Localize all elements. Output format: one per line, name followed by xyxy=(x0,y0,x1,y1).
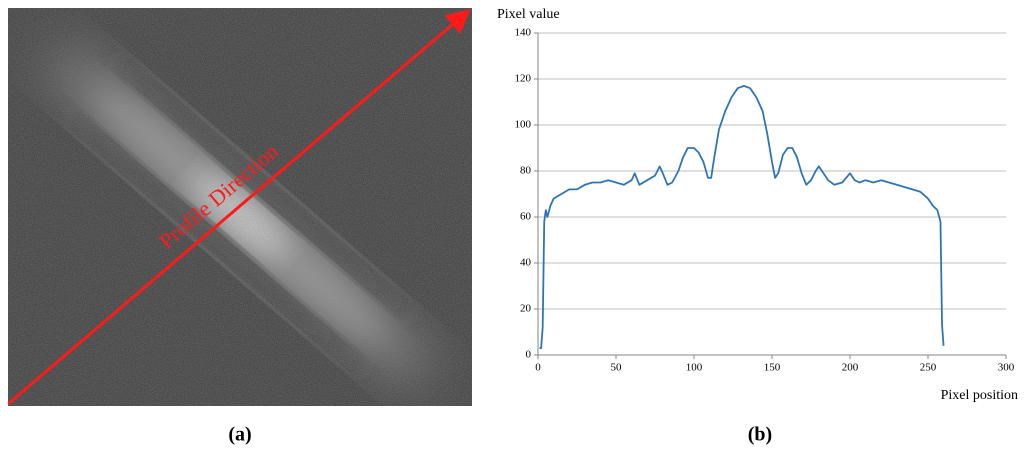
x-tick-label: 150 xyxy=(764,362,781,374)
y-tick-label: 80 xyxy=(520,165,532,177)
x-tick-label: 200 xyxy=(842,362,859,374)
y-tick-label: 0 xyxy=(526,349,532,361)
y-tick-label: 40 xyxy=(520,257,532,269)
y-tick-label: 120 xyxy=(515,73,532,85)
panel-label: (a) xyxy=(228,424,251,446)
y-tick-label: 140 xyxy=(515,27,532,39)
y-tick-label: 20 xyxy=(520,303,532,315)
data-line xyxy=(539,85,945,349)
x-tick-label: 100 xyxy=(686,362,703,374)
y-axis-title: Pixel value xyxy=(497,7,560,22)
x-axis-title: Pixel position xyxy=(941,388,1018,403)
x-tick-label: 0 xyxy=(535,362,541,374)
profile-arrow xyxy=(8,9,471,406)
x-tick-label: 50 xyxy=(611,362,623,374)
image-panel: Profile Direction xyxy=(8,8,472,406)
x-tick-label: 250 xyxy=(920,362,937,374)
x-tick-label: 300 xyxy=(998,362,1015,374)
y-tick-label: 60 xyxy=(520,211,532,223)
panel-label: (b) xyxy=(748,424,772,446)
y-tick-label: 100 xyxy=(515,119,532,131)
